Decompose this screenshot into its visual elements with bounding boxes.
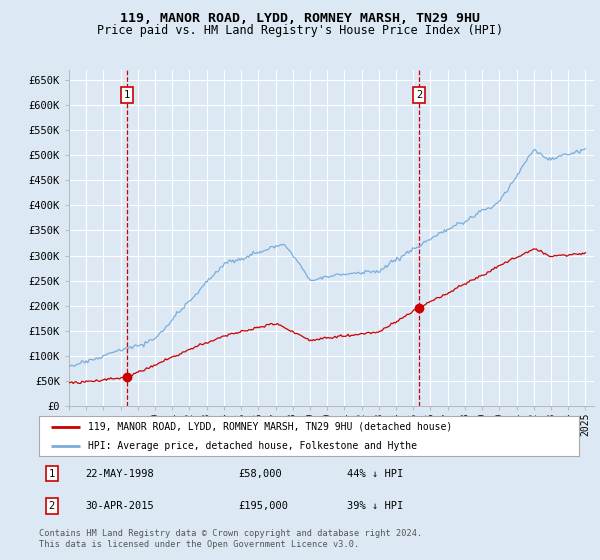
Text: 2: 2	[49, 501, 55, 511]
Text: 30-APR-2015: 30-APR-2015	[85, 501, 154, 511]
Text: 1: 1	[124, 90, 130, 100]
Text: 44% ↓ HPI: 44% ↓ HPI	[347, 469, 403, 479]
Text: 39% ↓ HPI: 39% ↓ HPI	[347, 501, 403, 511]
Text: 119, MANOR ROAD, LYDD, ROMNEY MARSH, TN29 9HU (detached house): 119, MANOR ROAD, LYDD, ROMNEY MARSH, TN2…	[88, 422, 452, 432]
Text: HPI: Average price, detached house, Folkestone and Hythe: HPI: Average price, detached house, Folk…	[88, 441, 416, 451]
Text: £195,000: £195,000	[239, 501, 289, 511]
Text: Price paid vs. HM Land Registry's House Price Index (HPI): Price paid vs. HM Land Registry's House …	[97, 24, 503, 36]
Text: 22-MAY-1998: 22-MAY-1998	[85, 469, 154, 479]
Text: 119, MANOR ROAD, LYDD, ROMNEY MARSH, TN29 9HU: 119, MANOR ROAD, LYDD, ROMNEY MARSH, TN2…	[120, 12, 480, 25]
Text: £58,000: £58,000	[239, 469, 283, 479]
Text: 1: 1	[49, 469, 55, 479]
Text: 2: 2	[416, 90, 422, 100]
Text: Contains HM Land Registry data © Crown copyright and database right 2024.
This d: Contains HM Land Registry data © Crown c…	[39, 529, 422, 549]
